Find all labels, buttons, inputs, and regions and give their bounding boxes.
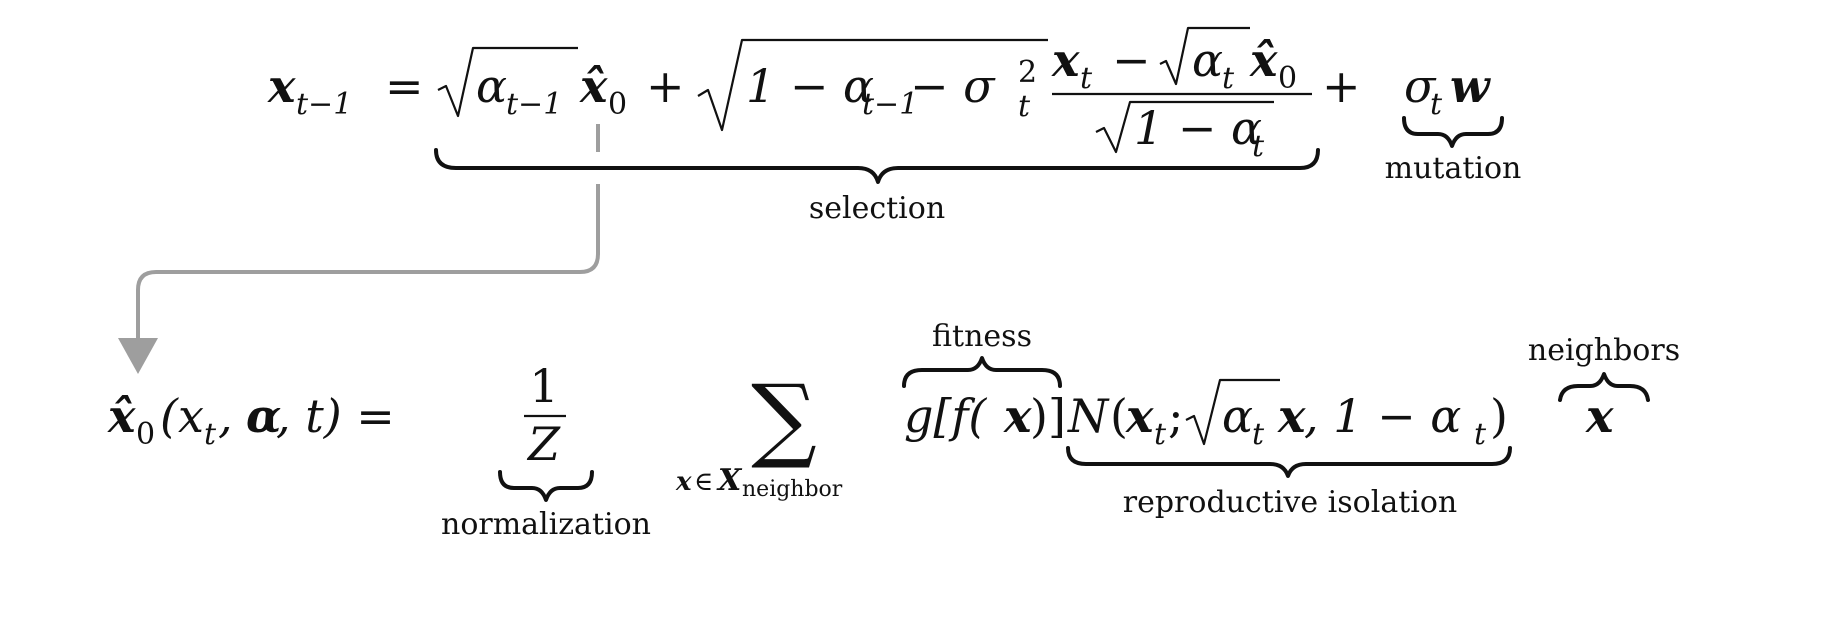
plus-1: + bbox=[646, 59, 685, 113]
sqrt2-sigma-sub: t bbox=[1018, 89, 1031, 124]
frac-num-x: x bbox=[1051, 33, 1080, 87]
sqrt2-sigma: − σ bbox=[910, 59, 996, 113]
fitness-brace bbox=[902, 356, 1062, 388]
sigma: σ bbox=[1404, 59, 1437, 113]
g-close: )] bbox=[1030, 389, 1066, 443]
reproductive-isolation-brace bbox=[1066, 446, 1512, 478]
g-x: x bbox=[1003, 389, 1032, 443]
normal-xsub: t bbox=[1154, 417, 1167, 452]
sqrt1-sub: t−1 bbox=[506, 87, 562, 122]
neighbor-x: x bbox=[1585, 389, 1614, 443]
normalization-label: normalization bbox=[441, 507, 651, 542]
radical-3 bbox=[1159, 26, 1250, 86]
frac-num-x0: x̂ bbox=[1249, 33, 1278, 87]
normal-x2: x bbox=[1277, 389, 1306, 443]
reproductive-isolation-label: reproductive isolation bbox=[1123, 485, 1457, 520]
frac-num-minus: − bbox=[1112, 33, 1151, 87]
normal-N: N bbox=[1067, 389, 1110, 443]
sum-sign: ∑ bbox=[751, 365, 817, 472]
estimate-equation: x̂ 0 (x t , α , t) = 1 Z ∑ x ∈ X neighbo… bbox=[107, 359, 1614, 502]
est-args-sub: t bbox=[204, 417, 217, 452]
w: w bbox=[1450, 59, 1491, 113]
plus-2: + bbox=[1322, 59, 1361, 113]
neighbors-brace bbox=[1558, 372, 1650, 402]
est-args-alpha: α bbox=[246, 389, 281, 443]
est-lhs: x̂ bbox=[107, 389, 136, 443]
frac-num-alpha-sub: t bbox=[1222, 61, 1235, 96]
x0hat-sub: 0 bbox=[608, 87, 627, 122]
est-args-open: (x bbox=[160, 389, 204, 443]
frac-num-x0-sub: 0 bbox=[1278, 61, 1297, 96]
normal-alpha: α bbox=[1222, 389, 1253, 443]
mutation-brace bbox=[1402, 116, 1504, 148]
normal-alpha-sub: t bbox=[1252, 417, 1265, 452]
update-equation: x t−1 = α t−1 x̂ 0 + 1 − α t−1 − σ 2 t x… bbox=[267, 26, 1491, 164]
fitness-label: fitness bbox=[932, 319, 1032, 354]
normal-close: ) bbox=[1490, 389, 1508, 443]
selection-label: selection bbox=[809, 191, 945, 226]
g-f: g[f( bbox=[904, 389, 987, 443]
est-lhs-sub: 0 bbox=[136, 417, 155, 452]
frac-num-alpha: α bbox=[1192, 33, 1223, 87]
est-args-comma: , bbox=[218, 389, 233, 443]
connector-arrow-path bbox=[136, 184, 600, 348]
sqrt2-sup: 2 bbox=[1018, 55, 1037, 90]
sum-sub-in: ∈ bbox=[694, 467, 713, 497]
sqrt2-body: 1 − α bbox=[746, 59, 874, 113]
neighbors-label: neighbors bbox=[1528, 333, 1680, 368]
sum-sub-x: x bbox=[675, 467, 692, 497]
sqrt1-alpha: α bbox=[476, 59, 507, 113]
normal-x: x bbox=[1125, 389, 1154, 443]
lhs-sub: t−1 bbox=[296, 87, 352, 122]
frac-den: 1 − α bbox=[1134, 101, 1262, 155]
normal-semi: ; bbox=[1168, 389, 1184, 443]
frac-den-sub: t bbox=[1252, 129, 1265, 164]
sum-sub-X: X bbox=[716, 463, 743, 498]
mutation-label: mutation bbox=[1385, 151, 1522, 186]
sigma-sub: t bbox=[1430, 87, 1443, 122]
radical-4 bbox=[1095, 100, 1274, 154]
normalization-brace bbox=[498, 470, 594, 502]
lhs-x: x bbox=[267, 59, 296, 113]
radical-5 bbox=[1185, 378, 1280, 446]
frac-Z: Z bbox=[526, 417, 561, 471]
selection-brace bbox=[434, 148, 1320, 184]
est-args-rest: , t) = bbox=[276, 389, 395, 443]
sum-sub-neighbor: neighbor bbox=[742, 477, 843, 502]
radical-2 bbox=[697, 38, 1048, 132]
frac-num-xsub: t bbox=[1080, 61, 1093, 96]
normal-open: ( bbox=[1110, 389, 1128, 443]
frac-one: 1 bbox=[529, 359, 558, 413]
equals-sign: = bbox=[385, 59, 424, 113]
radical-1 bbox=[437, 46, 578, 118]
normal-rest-sub: t bbox=[1474, 417, 1487, 452]
connector-arrowhead bbox=[118, 338, 158, 374]
sqrt2-sub: t−1 bbox=[862, 87, 918, 122]
normal-rest: , 1 − α bbox=[1304, 389, 1461, 443]
x0hat: x̂ bbox=[579, 59, 608, 113]
